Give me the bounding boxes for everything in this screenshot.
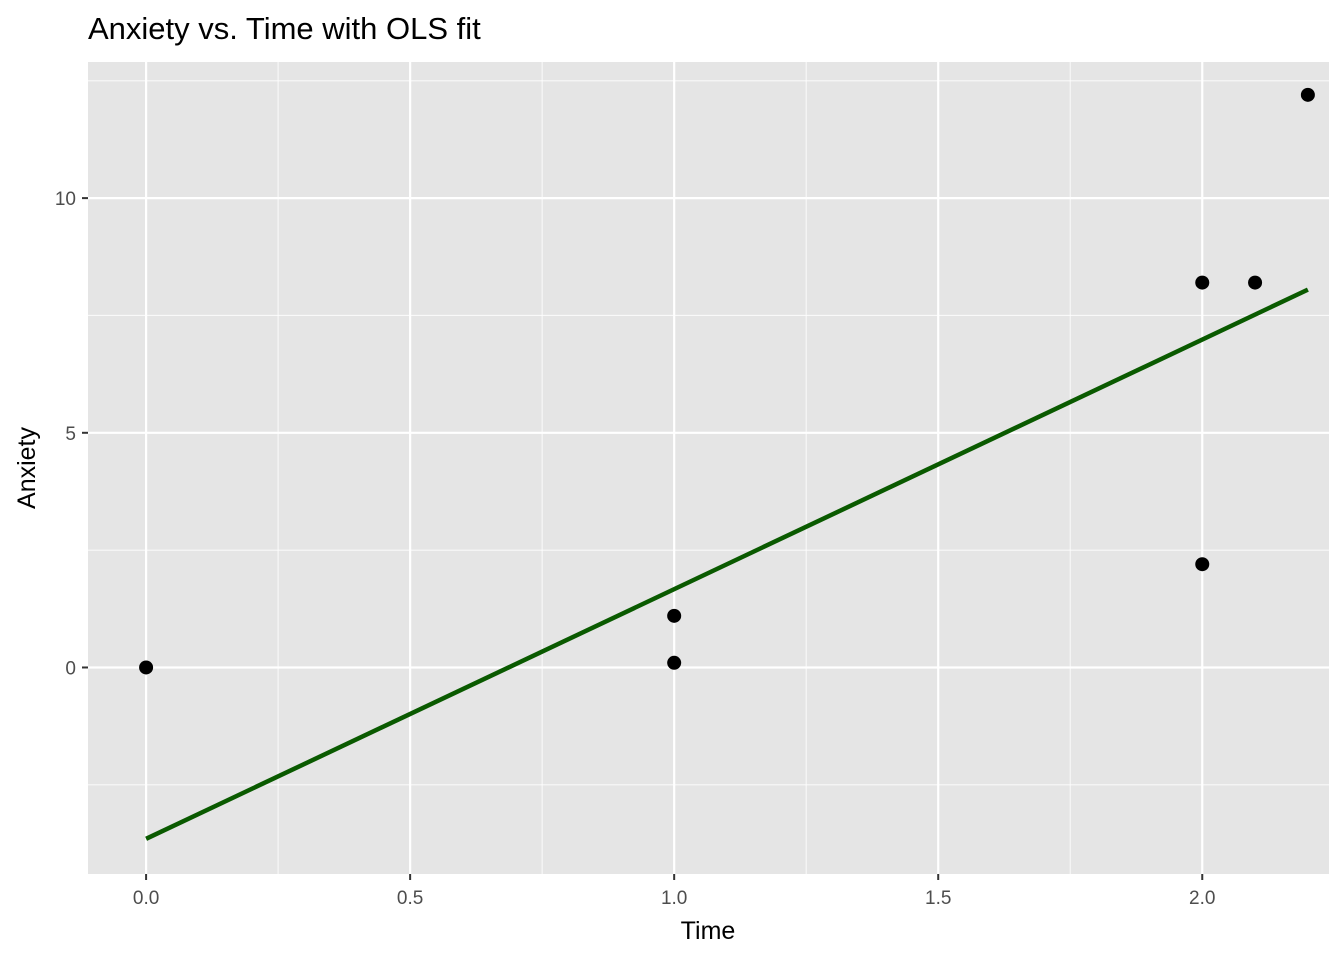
chart-title: Anxiety vs. Time with OLS fit (88, 11, 481, 46)
data-point (667, 608, 682, 623)
y-tick-label: 0 (65, 658, 76, 679)
data-point (1195, 275, 1210, 290)
y-tick-label: 5 (65, 424, 76, 445)
x-axis-title: Time (681, 917, 736, 945)
fit-line-layer (145, 287, 1309, 841)
ols-fit-line (145, 287, 1309, 841)
y-axis-title: Anxiety (13, 427, 41, 509)
data-points (139, 87, 1315, 675)
major-gridlines (88, 62, 1329, 874)
y-axis: 0 5 10 (55, 189, 88, 679)
x-tick-label: 1.5 (925, 888, 951, 909)
data-point (139, 660, 154, 675)
x-tick-label: 2.0 (1189, 888, 1215, 909)
y-tick-label: 10 (55, 189, 76, 210)
x-tick-label: 0.0 (133, 888, 159, 909)
plot-panel (88, 62, 1329, 874)
data-point (1300, 87, 1315, 102)
x-tick-label: 0.5 (397, 888, 423, 909)
data-point (667, 655, 682, 670)
x-tick-label: 1.0 (661, 888, 687, 909)
data-point (1195, 557, 1210, 572)
x-axis: 0.0 0.5 1.0 1.5 2.0 (133, 874, 1215, 909)
data-point (1248, 275, 1263, 290)
